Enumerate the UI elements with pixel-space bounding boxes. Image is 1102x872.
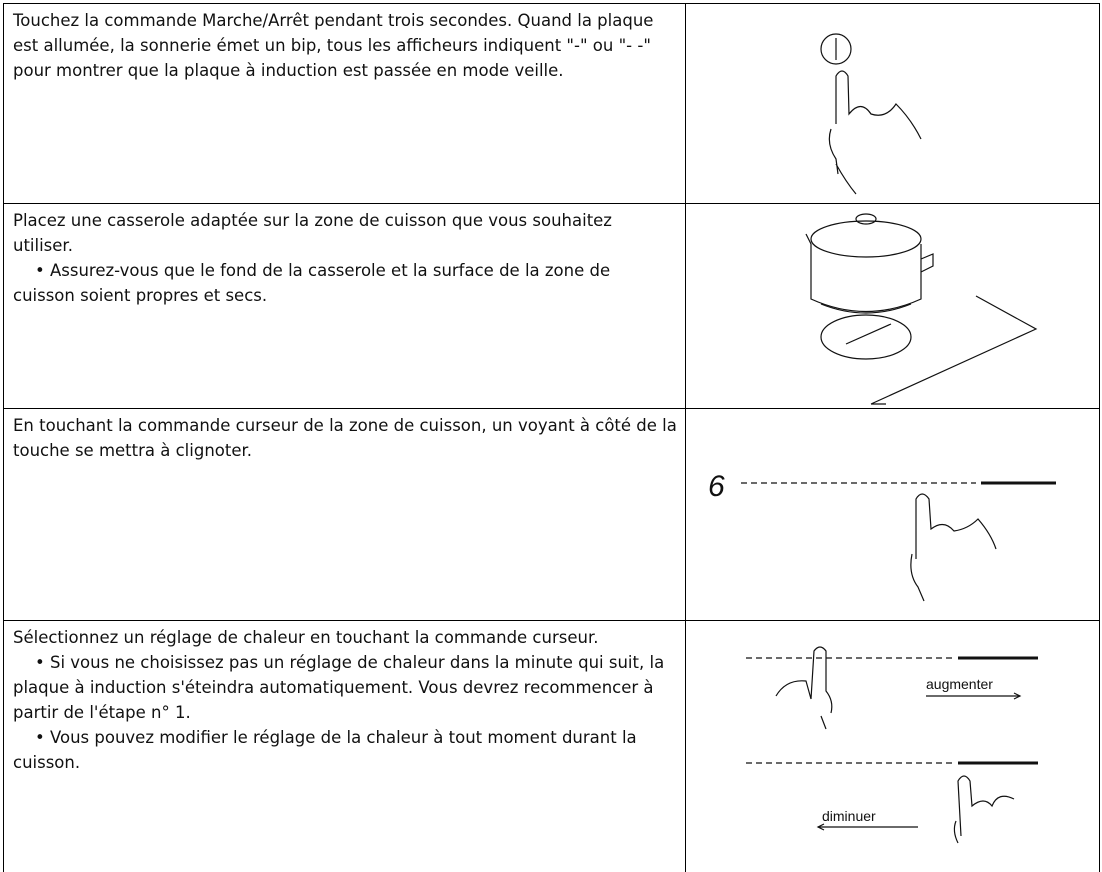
paragraph: • Vous pouvez modifier le réglage de la … <box>13 728 637 772</box>
pot-illustration <box>805 213 1038 405</box>
image-cell: augmenter diminuer <box>685 620 1100 872</box>
text-cell: Placez une casserole adaptée sur la zone… <box>3 203 686 409</box>
hand <box>828 70 922 195</box>
text-cell: Touchez la commande Marche/Arrêt pendant… <box>3 3 686 204</box>
paragraph: Touchez la commande Marche/Arrêt pendant… <box>13 11 654 80</box>
text-cell: Sélectionnez un réglage de chaleur en to… <box>3 620 686 872</box>
paragraph: Sélectionnez un réglage de chaleur en to… <box>13 628 599 647</box>
slider-illustration: 6 <box>708 470 1056 602</box>
power-illustration <box>820 33 922 195</box>
paragraph: • Si vous ne choisissez pas un réglage d… <box>13 653 665 722</box>
pot-lid <box>810 220 922 258</box>
arrow-head <box>816 823 825 831</box>
decrease-label: diminuer <box>822 808 876 824</box>
image-cell <box>685 3 1100 204</box>
paragraph: • Assurez-vous que le fond de la cassero… <box>13 261 611 305</box>
display-digit: 6 <box>708 470 725 503</box>
cooking-zone <box>820 314 912 360</box>
increase-label: augmenter <box>926 676 993 692</box>
power-icon <box>820 33 852 65</box>
paragraph: En touchant la commande curseur de la zo… <box>13 416 677 460</box>
pot-knob <box>855 213 877 225</box>
adjust-illustration: augmenter diminuer <box>746 646 1038 844</box>
image-cell <box>685 203 1100 409</box>
hand <box>910 493 997 602</box>
hob <box>870 295 1038 405</box>
hand <box>775 646 833 730</box>
cooking-zone <box>845 323 892 345</box>
text-cell: En touchant la commande curseur de la zo… <box>3 408 686 621</box>
image-cell: 6 <box>685 408 1100 621</box>
hand <box>953 775 1015 844</box>
pot-base <box>820 303 912 314</box>
paragraph: Placez une casserole adaptée sur la zone… <box>13 211 612 255</box>
arrow-head <box>1013 692 1022 700</box>
pot-body <box>805 233 934 312</box>
